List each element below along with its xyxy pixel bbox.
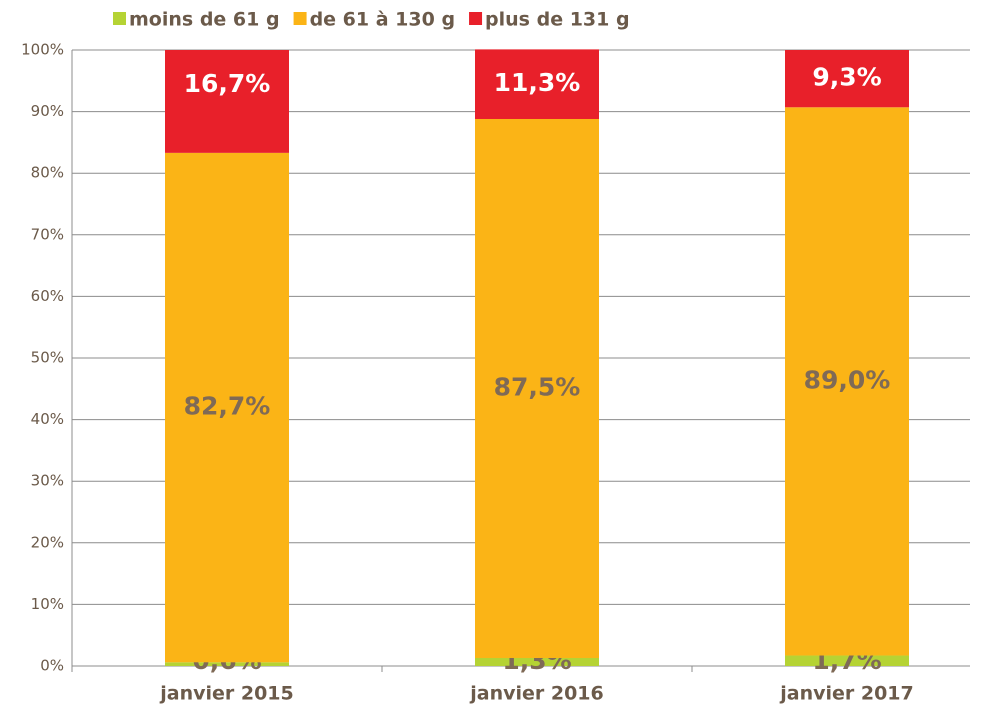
- bar-segment: [165, 50, 289, 153]
- x-tick-label: janvier 2016: [469, 683, 604, 705]
- legend-label: de 61 à 130 g: [310, 9, 455, 31]
- y-tick-label: 50%: [31, 349, 64, 367]
- value-label: 11,3%: [494, 68, 581, 97]
- bar-segment: [475, 49, 599, 119]
- y-tick-label: 30%: [31, 472, 64, 490]
- y-tick-label: 60%: [31, 287, 64, 305]
- y-tick-label: 100%: [21, 41, 64, 59]
- y-tick-label: 80%: [31, 164, 64, 182]
- value-label: 82,7%: [184, 392, 271, 421]
- y-tick-label: 0%: [40, 657, 64, 675]
- bar-segment: [785, 655, 909, 666]
- value-label: 89,0%: [804, 365, 891, 394]
- legend-swatch: [469, 12, 483, 25]
- value-label: 9,3%: [812, 63, 881, 92]
- y-tick-label: 10%: [31, 595, 64, 613]
- value-label: 16,7%: [184, 69, 271, 98]
- legend-label: plus de 131 g: [485, 9, 630, 31]
- legend-label: moins de 61 g: [129, 9, 280, 31]
- bar-segment: [165, 662, 289, 666]
- bar-segment: [475, 118, 599, 658]
- y-tick-label: 40%: [31, 410, 64, 428]
- y-tick-label: 20%: [31, 533, 64, 551]
- legend-swatch: [293, 12, 307, 25]
- y-tick-label: 90%: [31, 102, 64, 120]
- bar-segment: [785, 50, 909, 108]
- x-tick-label: janvier 2017: [779, 683, 914, 705]
- value-label: 87,5%: [494, 372, 581, 401]
- x-tick-label: janvier 2015: [159, 683, 294, 705]
- bar-segment: [165, 152, 289, 663]
- legend-swatch: [113, 12, 126, 25]
- y-tick-label: 70%: [31, 225, 64, 243]
- bar-segment: [785, 107, 909, 656]
- bar-segment: [475, 657, 599, 666]
